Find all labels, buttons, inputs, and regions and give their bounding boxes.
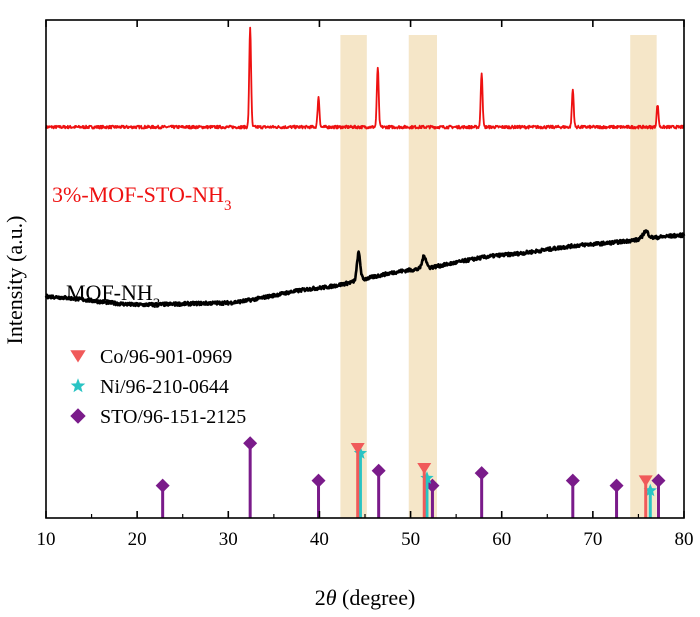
x-tick-label-0: 10 (37, 529, 56, 550)
ref-marker-2-6 (565, 473, 580, 488)
x-tick-label-6: 70 (583, 529, 602, 550)
series-line-1 (44, 229, 686, 308)
x-tick-label-4: 50 (401, 529, 420, 550)
y-axis-title: Intensity (a.u.) (2, 216, 27, 345)
legend-marker-2 (70, 408, 86, 424)
ref-marker-0-1 (417, 462, 432, 475)
ref-marker-2-8 (651, 473, 666, 488)
highlight-bands (340, 35, 657, 518)
ref-marker-0-2 (638, 475, 653, 487)
x-tick-label-1: 20 (128, 529, 147, 550)
legend-marker-1 (70, 378, 86, 393)
highlight-band-1 (408, 35, 438, 518)
x-tick-label-3: 40 (310, 529, 329, 550)
legend-marker-0 (70, 350, 86, 363)
legend-label-0: Co/96-901-0969 (100, 346, 232, 368)
ref-marker-2-1 (243, 436, 258, 451)
series-label-mof: MOF-NH3 (66, 280, 160, 312)
ref-marker-1-1 (420, 471, 434, 484)
ref-marker-2-2 (311, 473, 326, 488)
legend: Co/96-901-0969 Ni/96-210-0644 STO/96-151-2… (70, 346, 246, 428)
ref-marker-2-7 (609, 478, 624, 493)
legend-label-1: Ni/96-210-0644 (100, 376, 229, 398)
ref-marker-2-3 (371, 463, 386, 478)
ref-marker-2-0 (155, 478, 170, 493)
highlight-band-2 (630, 35, 657, 518)
reference-patterns (155, 436, 666, 518)
x-tick-label-2: 30 (219, 529, 238, 550)
ref-marker-1-2 (643, 483, 657, 497)
series-label-sto: 3%-MOF-STO-NH3 (52, 182, 231, 214)
ref-marker-1-0 (353, 446, 368, 459)
series-lines (44, 26, 686, 308)
ref-marker-2-5 (474, 466, 489, 481)
x-tick-label-7: 80 (675, 529, 694, 550)
labels: 3%-MOF-STO-NH3 MOF-NH3 Intensity (a.u.) … (2, 182, 415, 610)
series-line-0 (45, 26, 685, 130)
legend-label-2: STO/96-151-2125 (100, 406, 246, 428)
x-tick-label-5: 60 (492, 529, 511, 550)
ref-marker-0-0 (350, 443, 365, 455)
x-ticks: 10 20 30 40 50 60 70 80 (37, 20, 694, 550)
x-axis-title: 2θ (degree) (315, 585, 416, 610)
